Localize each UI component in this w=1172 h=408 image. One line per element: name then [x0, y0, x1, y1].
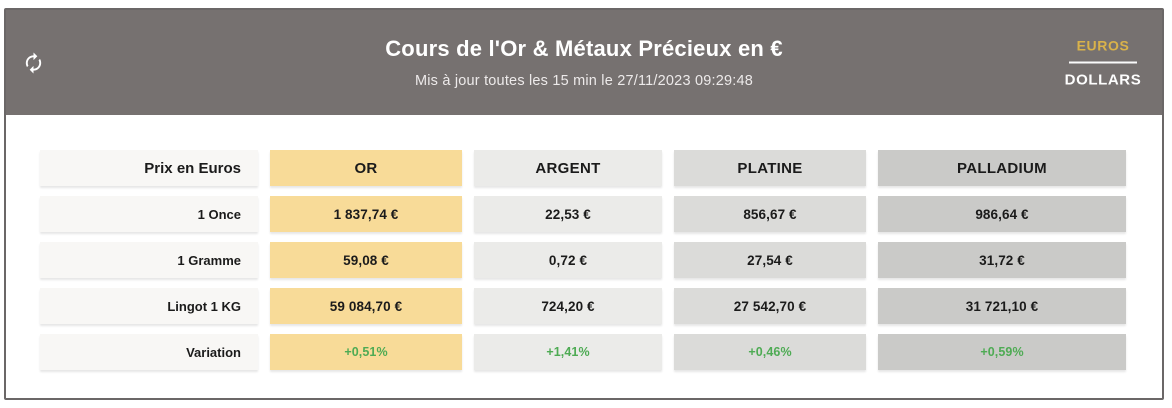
refresh-icon — [25, 51, 42, 74]
cell-argent-once: 22,53 € — [474, 196, 662, 232]
cell-platine-variation: +0,46% — [674, 334, 866, 370]
currency-dollars-button[interactable]: DOLLARS — [1064, 71, 1142, 88]
cell-palladium-variation: +0,59% — [878, 334, 1126, 370]
cell-argent-gramme: 0,72 € — [474, 242, 662, 278]
row-label-variation: Variation — [40, 334, 258, 370]
cell-or-gramme: 59,08 € — [270, 242, 462, 278]
cell-platine-lingot: 27 542,70 € — [674, 288, 866, 324]
widget-title: Cours de l'Or & Métaux Précieux en € — [385, 36, 783, 61]
table-area: Prix en Euros OR ARGENT PLATINE PALLADIU… — [6, 115, 1162, 370]
refresh-button[interactable] — [18, 47, 49, 78]
cell-or-variation: +0,51% — [270, 334, 462, 370]
row-label-once: 1 Once — [40, 196, 258, 232]
widget-header: Cours de l'Or & Métaux Précieux en € Mis… — [6, 10, 1162, 115]
row-label-gramme: 1 Gramme — [40, 242, 258, 278]
currency-euros-button[interactable]: EUROS — [1076, 37, 1130, 53]
cell-palladium-gramme: 31,72 € — [878, 242, 1126, 278]
row-label-lingot: Lingot 1 KG — [40, 288, 258, 324]
header-titles: Cours de l'Or & Métaux Précieux en € Mis… — [385, 36, 783, 89]
cell-argent-variation: +1,41% — [474, 334, 662, 370]
cell-or-once: 1 837,74 € — [270, 196, 462, 232]
gold-price-widget: Cours de l'Or & Métaux Précieux en € Mis… — [4, 8, 1164, 400]
update-info: Mis à jour toutes les 15 min le 27/11/20… — [414, 73, 753, 89]
cell-palladium-once: 986,64 € — [878, 196, 1126, 232]
price-table: Prix en Euros OR ARGENT PLATINE PALLADIU… — [40, 150, 1162, 370]
column-header-platine: PLATINE — [674, 150, 866, 186]
column-header-argent: ARGENT — [474, 150, 662, 186]
cell-argent-lingot: 724,20 € — [474, 288, 662, 324]
currency-toggle: EUROS DOLLARS — [1060, 37, 1146, 88]
cell-or-lingot: 59 084,70 € — [270, 288, 462, 324]
cell-palladium-lingot: 31 721,10 € — [878, 288, 1126, 324]
cell-platine-gramme: 27,54 € — [674, 242, 866, 278]
cell-platine-once: 856,67 € — [674, 196, 866, 232]
column-header-or: OR — [270, 150, 462, 186]
column-header-palladium: PALLADIUM — [878, 150, 1126, 186]
table-corner-label: Prix en Euros — [40, 150, 258, 186]
currency-toggle-divider — [1069, 61, 1137, 63]
